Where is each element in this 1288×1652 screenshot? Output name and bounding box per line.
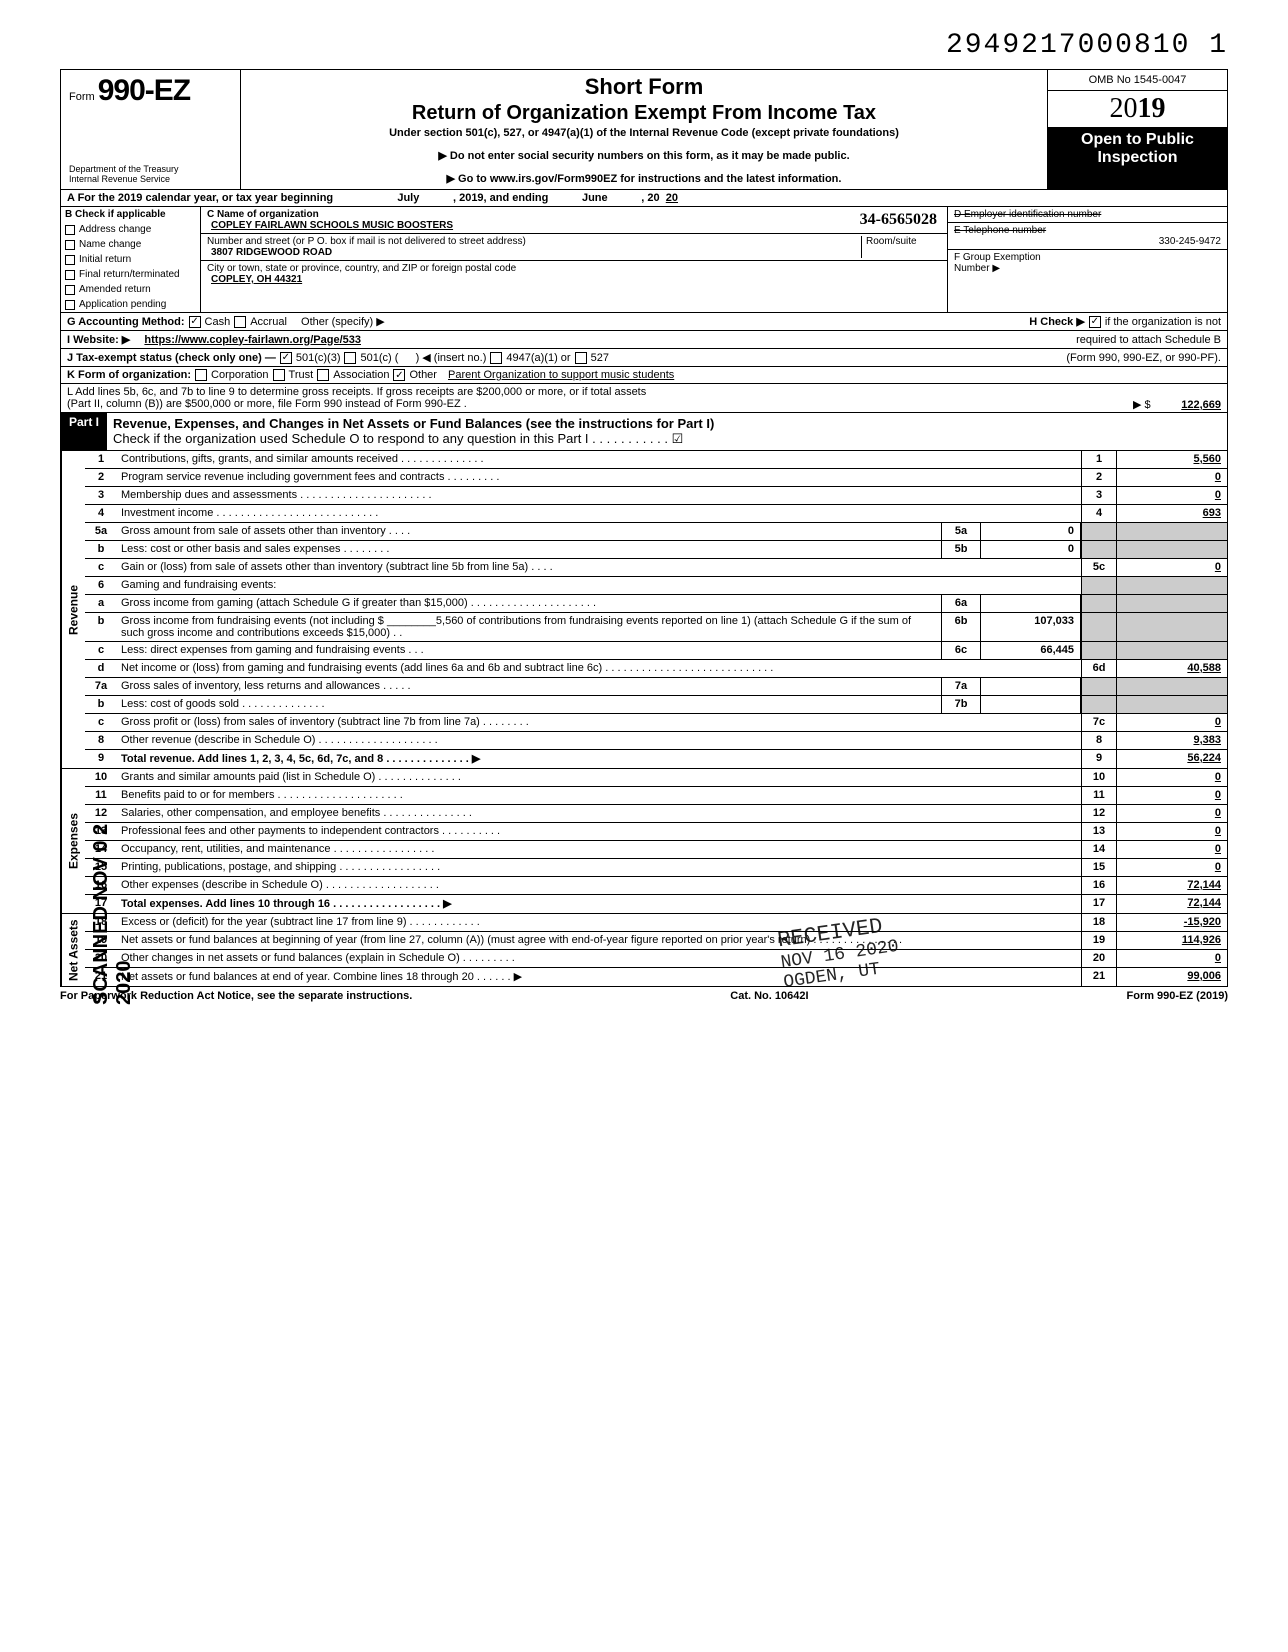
- side-netassets: Net Assets: [61, 914, 85, 986]
- table-row: 9Total revenue. Add lines 1, 2, 3, 4, 5c…: [85, 750, 1227, 768]
- table-row: bLess: cost or other basis and sales exp…: [85, 541, 1227, 559]
- chk-final[interactable]: [65, 270, 75, 280]
- website: https://www.copley-fairlawn.org/Page/533: [144, 334, 361, 346]
- line-i: I Website: ▶ https://www.copley-fairlawn…: [60, 331, 1228, 349]
- dept-treasury: Department of the Treasury Internal Reve…: [69, 165, 232, 185]
- side-revenue: Revenue: [61, 451, 85, 768]
- lbl-addr: Number and street (or P O. box if mail i…: [207, 236, 526, 247]
- table-row: 12Salaries, other compensation, and empl…: [85, 805, 1227, 823]
- chk-amended[interactable]: [65, 285, 75, 295]
- omb-no: OMB No 1545-0047: [1048, 70, 1227, 91]
- table-row: bLess: cost of goods sold . . . . . . . …: [85, 696, 1227, 714]
- chk-name[interactable]: [65, 240, 75, 250]
- table-row: 16Other expenses (describe in Schedule O…: [85, 877, 1227, 895]
- inst-1: ▶ Do not enter social security numbers o…: [249, 149, 1039, 162]
- line-a: A For the 2019 calendar year, or tax yea…: [60, 190, 1228, 207]
- table-row: 2Program service revenue including gover…: [85, 469, 1227, 487]
- table-row: 14Occupancy, rent, utilities, and mainte…: [85, 841, 1227, 859]
- chk-4947[interactable]: [490, 352, 502, 364]
- room-suite: Room/suite: [861, 236, 941, 258]
- line-l: L Add lines 5b, 6c, and 7b to line 9 to …: [60, 384, 1228, 413]
- scanned-stamp: SCANNED NOV 0 2 2020: [90, 810, 136, 1005]
- lbl-c: C Name of organization: [207, 209, 319, 220]
- chk-h[interactable]: ✓: [1089, 316, 1101, 328]
- line-g-h: G Accounting Method: ✓Cash Accrual Other…: [60, 313, 1228, 331]
- table-row: 8Other revenue (describe in Schedule O) …: [85, 732, 1227, 750]
- chk-initial[interactable]: [65, 255, 75, 265]
- table-row: 5aGross amount from sale of assets other…: [85, 523, 1227, 541]
- table-row: 20Other changes in net assets or fund ba…: [85, 950, 1227, 968]
- table-row: 11Benefits paid to or for members . . . …: [85, 787, 1227, 805]
- footer: For Paperwork Reduction Act Notice, see …: [60, 987, 1228, 1005]
- org-name: COPLEY FAIRLAWN SCHOOLS MUSIC BOOSTERS: [211, 220, 453, 231]
- table-row: 4Investment income . . . . . . . . . . .…: [85, 505, 1227, 523]
- lbl-d: D Employer identification number: [954, 209, 1101, 220]
- table-row: cGain or (loss) from sale of assets othe…: [85, 559, 1227, 577]
- table-row: 18Excess or (deficit) for the year (subt…: [85, 914, 1227, 932]
- table-row: cGross profit or (loss) from sales of in…: [85, 714, 1227, 732]
- line-j: J Tax-exempt status (check only one) — ✓…: [60, 349, 1228, 367]
- chk-pending[interactable]: [65, 300, 75, 310]
- form-number: 990-EZ: [98, 74, 190, 107]
- table-row: 21Net assets or fund balances at end of …: [85, 968, 1227, 986]
- table-row: 15Printing, publications, postage, and s…: [85, 859, 1227, 877]
- short-form: Short Form: [249, 74, 1039, 100]
- part-1-table: Revenue 1Contributions, gifts, grants, a…: [60, 451, 1228, 987]
- org-city: COPLEY, OH 44321: [211, 274, 302, 285]
- chk-cash[interactable]: ✓: [189, 316, 201, 328]
- open-public: Open to PublicInspection: [1048, 127, 1227, 189]
- table-row: 13Professional fees and other payments t…: [85, 823, 1227, 841]
- table-row: 3Membership dues and assessments . . . .…: [85, 487, 1227, 505]
- form-subtitle: Under section 501(c), 527, or 4947(a)(1)…: [249, 127, 1039, 139]
- table-row: 10Grants and similar amounts paid (list …: [85, 769, 1227, 787]
- table-row: aGross income from gaming (attach Schedu…: [85, 595, 1227, 613]
- table-row: 1Contributions, gifts, grants, and simil…: [85, 451, 1227, 469]
- lbl-city: City or town, state or province, country…: [207, 263, 516, 274]
- chk-other[interactable]: ✓: [393, 369, 405, 381]
- part-1-header: Part I Revenue, Expenses, and Changes in…: [60, 413, 1228, 451]
- line-k: K Form of organization: Corporation Trus…: [60, 367, 1228, 384]
- table-row: 6Gaming and fundraising events:: [85, 577, 1227, 595]
- table-row: 17Total expenses. Add lines 10 through 1…: [85, 895, 1227, 913]
- chk-501c[interactable]: [344, 352, 356, 364]
- info-block: B Check if applicable Address change Nam…: [60, 207, 1228, 313]
- form-title: Return of Organization Exempt From Incom…: [249, 102, 1039, 125]
- phone: 330-245-9472: [954, 236, 1221, 247]
- chk-address[interactable]: [65, 225, 75, 235]
- table-row: 19Net assets or fund balances at beginni…: [85, 932, 1227, 950]
- chk-assoc[interactable]: [317, 369, 329, 381]
- chk-501c3[interactable]: ✓: [280, 352, 292, 364]
- dln: 2949217000810 1: [60, 30, 1228, 61]
- chk-trust[interactable]: [273, 369, 285, 381]
- ein-handwritten: 34-6565028: [860, 211, 937, 229]
- table-row: bGross income from fundraising events (n…: [85, 613, 1227, 642]
- form-label: Form: [69, 91, 95, 103]
- col-b-checks: B Check if applicable Address change Nam…: [61, 207, 201, 312]
- chk-accrual[interactable]: [234, 316, 246, 328]
- lbl-e: E Telephone number: [954, 225, 1046, 236]
- lbl-f: F Group Exemption: [954, 252, 1041, 263]
- chk-527[interactable]: [575, 352, 587, 364]
- tax-year: 2019: [1048, 91, 1227, 127]
- inst-2: ▶ Go to www.irs.gov/Form990EZ for instru…: [249, 172, 1039, 185]
- chk-corp[interactable]: [195, 369, 207, 381]
- table-row: 7aGross sales of inventory, less returns…: [85, 678, 1227, 696]
- side-expenses: Expenses: [61, 769, 85, 913]
- org-street: 3807 RIDGEWOOD ROAD: [211, 247, 332, 258]
- form-header: Form 990-EZ Department of the Treasury I…: [60, 69, 1228, 190]
- table-row: cLess: direct expenses from gaming and f…: [85, 642, 1227, 660]
- table-row: dNet income or (loss) from gaming and fu…: [85, 660, 1227, 678]
